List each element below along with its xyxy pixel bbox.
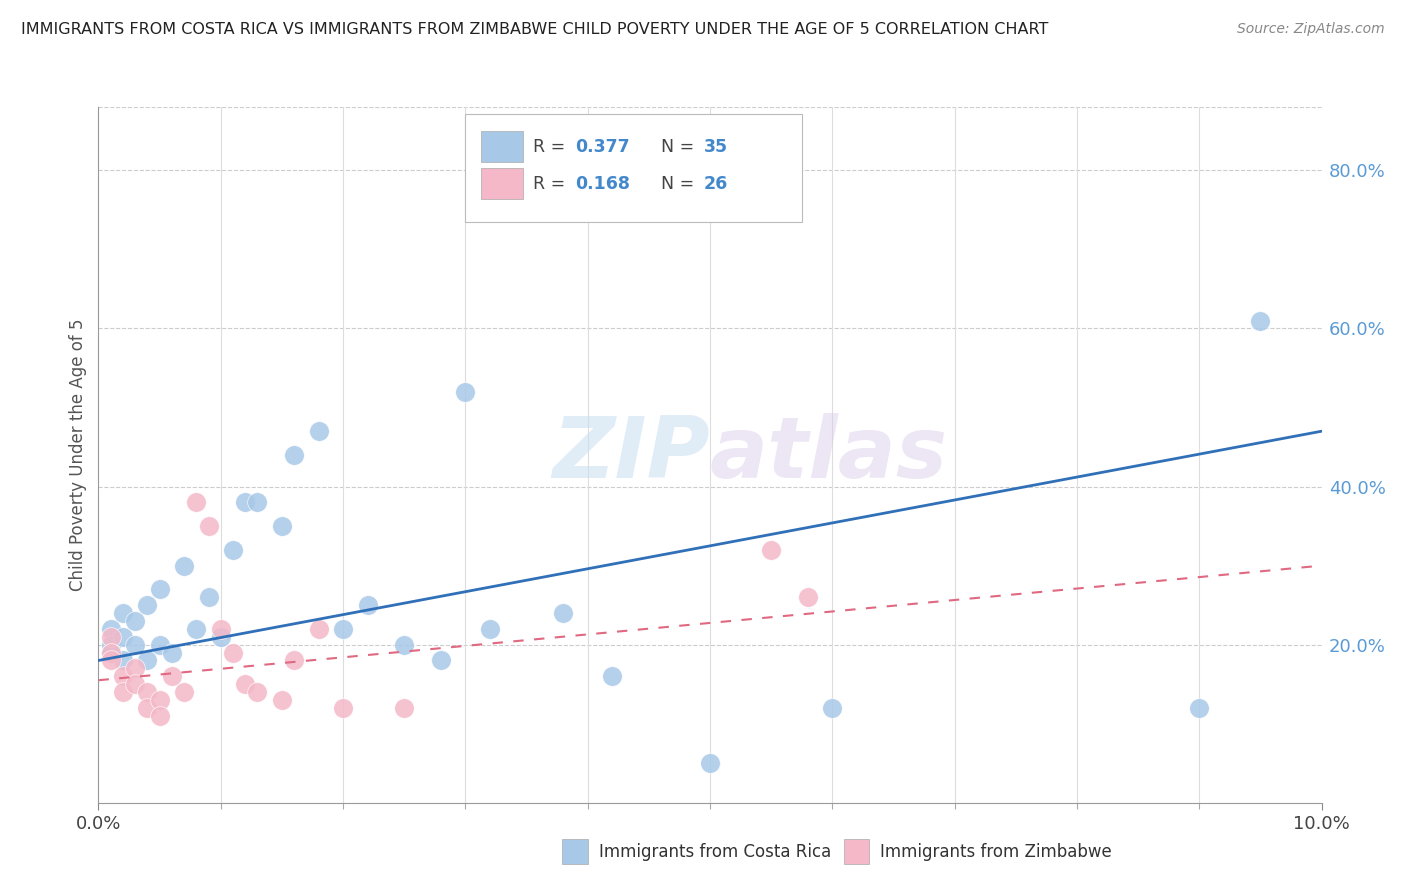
Point [283,653,305,667]
Text: atlas: atlas [710,413,948,497]
Point [111,669,134,683]
Point [124,614,146,628]
Point [149,638,172,652]
Point [222,542,245,557]
Point [246,685,269,699]
Point [197,591,219,605]
Point [332,622,354,636]
FancyBboxPatch shape [481,169,523,199]
Text: IMMIGRANTS FROM COSTA RICA VS IMMIGRANTS FROM ZIMBABWE CHILD POVERTY UNDER THE A: IMMIGRANTS FROM COSTA RICA VS IMMIGRANTS… [21,22,1049,37]
Point [124,638,146,652]
FancyBboxPatch shape [465,114,801,222]
Point [197,519,219,533]
Point [149,708,172,723]
Point [1249,313,1271,327]
Point [821,701,844,715]
Point [600,669,623,683]
Point [209,630,232,644]
Text: Immigrants from Zimbabwe: Immigrants from Zimbabwe [880,843,1112,861]
Point [797,591,820,605]
Text: Immigrants from Costa Rica: Immigrants from Costa Rica [599,843,831,861]
Point [100,653,122,667]
Point [478,622,501,636]
Point [1188,701,1211,715]
Point [149,693,172,707]
Point [160,646,183,660]
FancyBboxPatch shape [481,131,523,162]
Text: R =: R = [533,175,571,193]
Point [270,693,292,707]
Point [136,685,159,699]
Point [553,606,575,620]
Point [246,495,269,509]
Point [173,685,195,699]
Text: ZIP: ZIP [553,413,710,497]
Point [136,653,159,667]
Point [209,622,232,636]
Point [222,646,245,660]
Text: 0.168: 0.168 [575,175,630,193]
Point [759,542,782,557]
Point [392,701,416,715]
Point [100,646,122,660]
Point [136,598,159,612]
Point [308,622,330,636]
Point [100,630,122,644]
Point [173,558,195,573]
Point [124,677,146,691]
Point [454,384,477,399]
Text: 0.377: 0.377 [575,137,630,156]
Text: Source: ZipAtlas.com: Source: ZipAtlas.com [1237,22,1385,37]
Text: N =: N = [661,137,700,156]
Point [100,646,122,660]
Y-axis label: Child Poverty Under the Age of 5: Child Poverty Under the Age of 5 [69,318,87,591]
Point [356,598,378,612]
Point [111,685,134,699]
Text: R =: R = [533,137,571,156]
Point [430,653,453,667]
Point [699,756,721,771]
Text: 26: 26 [704,175,728,193]
Point [160,669,183,683]
Point [111,606,134,620]
Point [149,582,172,597]
Point [186,495,208,509]
Point [283,448,305,462]
Point [233,495,256,509]
Text: N =: N = [661,175,700,193]
Point [392,638,416,652]
Point [136,701,159,715]
Point [332,701,354,715]
Point [100,622,122,636]
Point [111,630,134,644]
Point [233,677,256,691]
Point [124,661,146,675]
Point [100,638,122,652]
Point [186,622,208,636]
Point [308,424,330,438]
Point [270,519,292,533]
Point [111,653,134,667]
Text: 35: 35 [704,137,728,156]
